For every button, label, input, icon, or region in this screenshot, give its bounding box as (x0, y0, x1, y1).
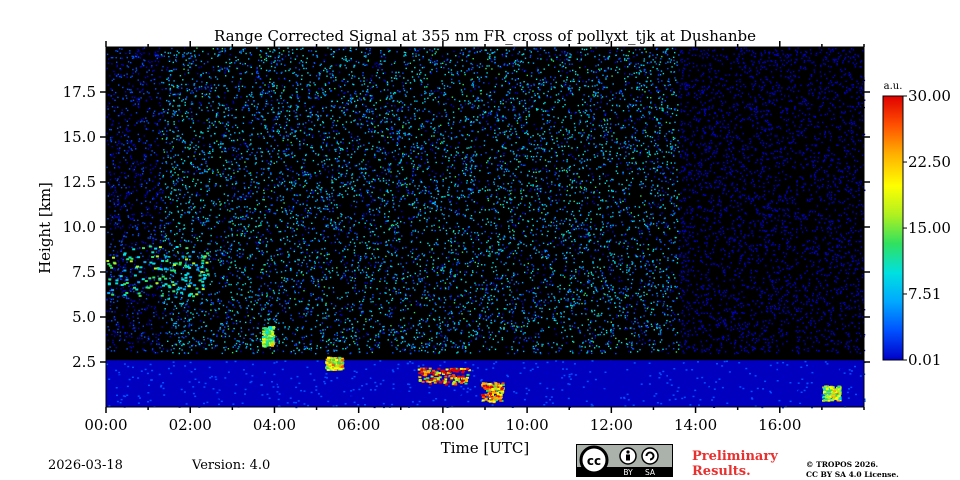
x-tick-label: 02:00 (169, 416, 212, 434)
x-tick-label: 16:00 (758, 416, 801, 434)
x-tick-label: 06:00 (337, 416, 380, 434)
x-tick-label: 08:00 (421, 416, 464, 434)
x-tick-label: 14:00 (674, 416, 717, 434)
copyright-notice: © TROPOS 2026. CC BY SA 4.0 License. (806, 460, 899, 480)
chart-title: Range Corrected Signal at 355 nm FR_cros… (214, 27, 756, 45)
plot-area (106, 47, 864, 407)
date-label: 2026-03-18 (48, 458, 123, 473)
y-tick-label: 15.0 (63, 128, 96, 146)
heatmap-feature-cloud-1720 (822, 385, 842, 402)
x-tick-label: 00:00 (84, 416, 127, 434)
x-tick-label: 10:00 (505, 416, 548, 434)
copyright-line-2: CC BY SA 4.0 License. (806, 470, 899, 479)
heatmap-feature-night-noise-late (678, 47, 866, 355)
heatmap-feature-noisy-signal-region (160, 47, 681, 355)
y-axis-label: Height [km] (36, 182, 54, 274)
heatmap-feature-elevated-dust-layer (106, 245, 210, 298)
copyright-line-1: © TROPOS 2026. (806, 460, 879, 469)
x-tick-label: 04:00 (253, 416, 296, 434)
colorbar-tick-label: 30.00 (908, 87, 951, 105)
preliminary-line-2: Results. (692, 464, 751, 479)
colorbar (882, 95, 904, 361)
colorbar-tick-label: 7.51 (908, 285, 941, 303)
heatmap-feature-cloud-0920 (481, 382, 505, 404)
colorbar-tick-label: 0.01 (908, 351, 941, 369)
y-tick-label: 5.0 (72, 308, 96, 326)
heatmap-feature-cloud-0345 (261, 326, 276, 348)
cc-logo-icon (579, 445, 609, 475)
preliminary-notice: Preliminary Results. (692, 449, 778, 479)
sa-sharealike-icon (641, 447, 659, 465)
y-axis: 2.5 5.0 7.5 10.0 12.5 15.0 17.5 (63, 83, 870, 371)
cc-license-badge: cc BY SA (576, 444, 673, 477)
x-tick-label: 12:00 (590, 416, 633, 434)
preliminary-line-1: Preliminary (692, 449, 778, 464)
badge-by-label: BY (623, 468, 633, 476)
heatmap-feature-night-noise-early (106, 47, 163, 354)
y-tick-label: 7.5 (72, 263, 96, 281)
colorbar-tick-label: 22.50 (908, 153, 951, 171)
y-tick-label: 12.5 (63, 173, 96, 191)
colorbar-unit: a.u. (884, 81, 903, 92)
cc-logo-text: cc (587, 454, 601, 468)
version-label: Version: 4.0 (192, 458, 271, 473)
x-axis: 00:00 02:00 04:00 06:00 08:00 10:00 12:00 14:00… (84, 41, 865, 434)
y-tick-label: 10.0 (63, 218, 96, 236)
x-axis-label: Time [UTC] (441, 439, 530, 457)
heatmap-layer (106, 47, 866, 409)
colorbar-tick-label: 15.00 (908, 219, 951, 237)
y-tick-label: 17.5 (63, 83, 96, 101)
badge-sa-label: SA (645, 468, 656, 476)
heatmap-feature-cloud-0530 (325, 356, 345, 371)
colorbar-ticks: 0.01 7.51 15.00 22.50 30.00 (903, 87, 951, 369)
heatmap-feature-cloud-0800 (417, 367, 471, 386)
y-tick-label: 2.5 (72, 353, 96, 371)
